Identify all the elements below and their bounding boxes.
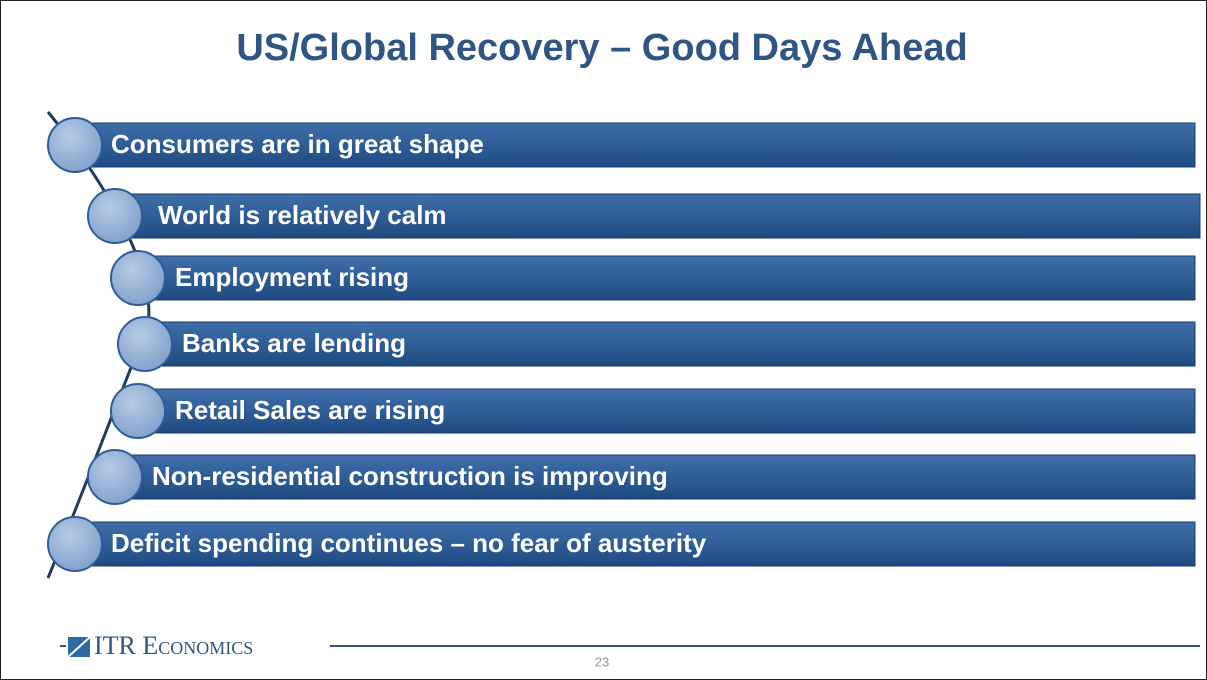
item-bullet xyxy=(117,316,173,372)
item-text: Banks are lending xyxy=(182,328,406,358)
item-bar xyxy=(114,193,1201,239)
item-bullet xyxy=(47,516,103,572)
item-text: Employment rising xyxy=(175,262,409,292)
item-text: Consumers are in great shape xyxy=(111,129,484,159)
item-bullet xyxy=(87,188,143,244)
item-bullet xyxy=(110,383,166,439)
item-text: Retail Sales are rising xyxy=(175,395,445,425)
item-bar xyxy=(144,321,1196,367)
item-bullet xyxy=(47,117,103,173)
item-bar xyxy=(114,454,1196,500)
item-bar xyxy=(74,521,1196,567)
slide-title: US/Global Recovery – Good Days Ahead xyxy=(236,27,967,69)
logo-text: ITR Economics xyxy=(94,631,253,660)
page-number: 23 xyxy=(595,654,609,669)
item-text: Deficit spending continues – no fear of … xyxy=(111,528,707,558)
logo-icon xyxy=(67,636,91,658)
item-text: Non-residential construction is improvin… xyxy=(152,461,668,491)
item-bullet xyxy=(87,449,143,505)
item-text: World is relatively calm xyxy=(158,200,447,230)
item-bar xyxy=(137,255,1196,301)
item-list: Consumers are in great shape World is rel… xyxy=(47,117,1201,572)
item-bullet xyxy=(110,250,166,306)
